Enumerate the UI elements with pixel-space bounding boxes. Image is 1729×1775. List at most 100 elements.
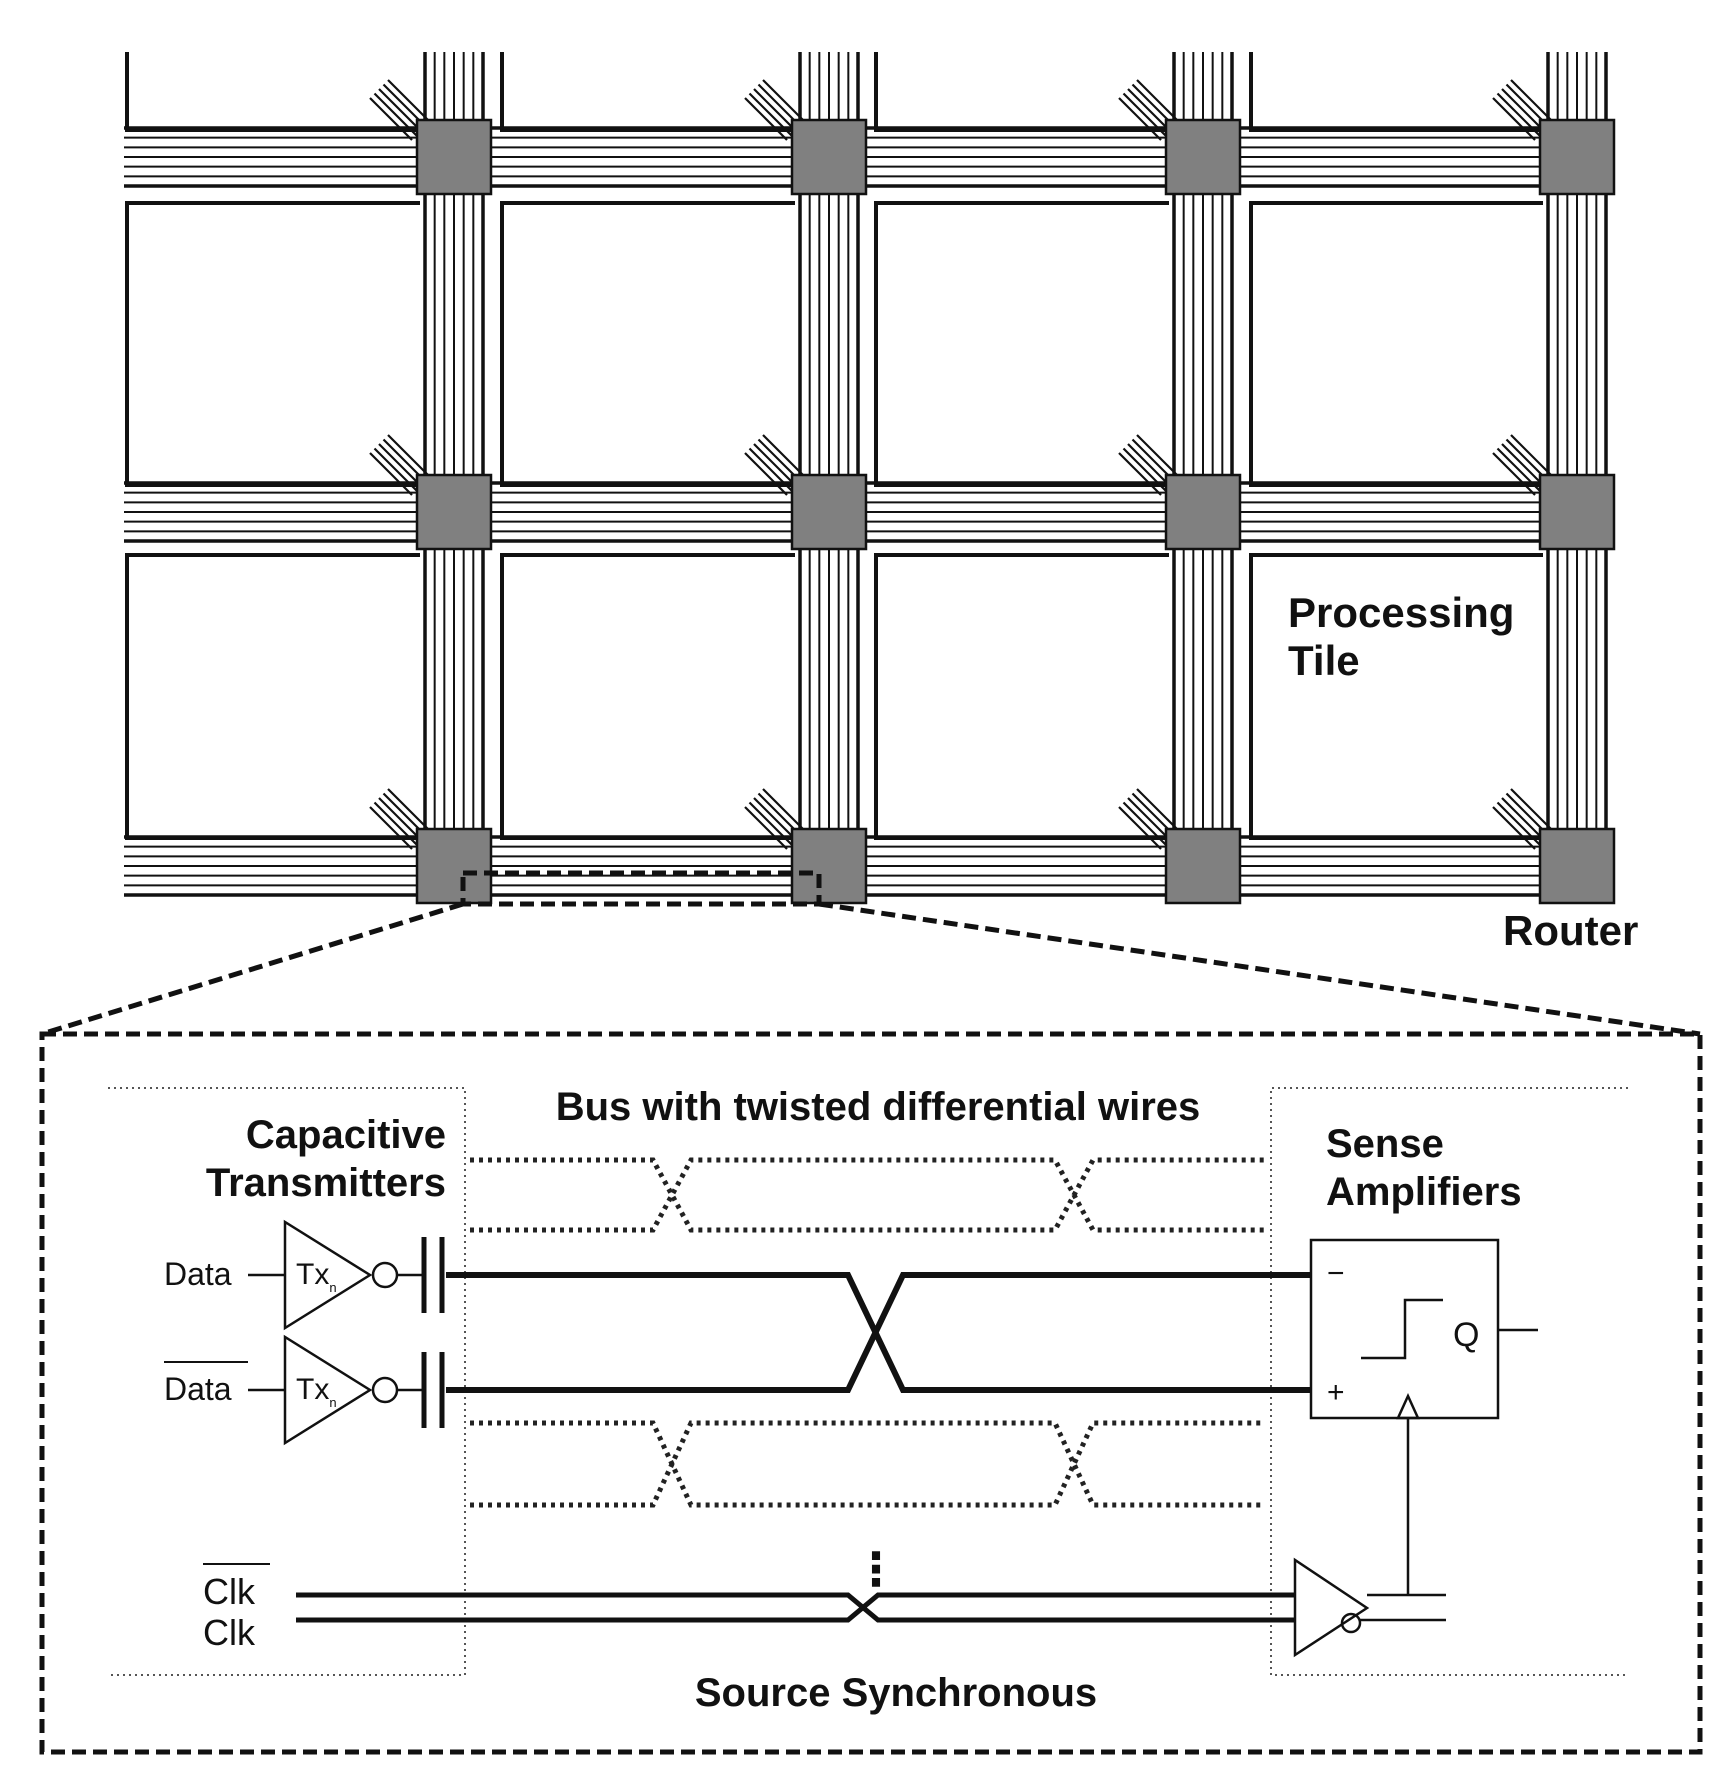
- mesh-network: [124, 52, 1616, 905]
- router-r2-c0: [415, 827, 493, 905]
- tile-r1-c2: [874, 201, 1175, 487]
- local-link-r0-c3-1: [1496, 92, 1541, 137]
- capacitive-transmitters-label-line1: Capacitive: [246, 1113, 446, 1157]
- router-r0-c1: [790, 118, 868, 196]
- transmitter-region: [108, 1087, 466, 1676]
- local-link-r1-c2-1: [1122, 447, 1167, 492]
- tile-r1-c1: [500, 201, 801, 487]
- local-link-r0-c2-4: [1136, 79, 1180, 123]
- local-link-r2-c1-0: [744, 806, 788, 850]
- router-r1-c0: [415, 473, 493, 551]
- sense-amplifiers-label-line1: Sense: [1326, 1122, 1444, 1166]
- local-link-r1-c2-4: [1136, 434, 1180, 478]
- sense-minus: −: [1327, 1257, 1345, 1290]
- local-link-r2-c2-1: [1122, 801, 1167, 846]
- local-link-r1-c1-2: [753, 443, 797, 487]
- tile-r1-c0: [125, 201, 426, 487]
- local-link-r0-c1-2: [753, 88, 797, 132]
- tx-label-data-bar: Txn: [296, 1373, 337, 1410]
- local-link-r2-c2-2: [1127, 797, 1171, 841]
- local-link-r2-c2-4: [1136, 788, 1180, 832]
- router-label: Router: [1503, 907, 1638, 954]
- data-input-label: Data: [164, 1256, 232, 1292]
- local-link-r0-c1-4: [762, 79, 806, 123]
- clk-bar-label: Clk: [203, 1571, 256, 1612]
- source-synchronous-label: Source Synchronous: [695, 1671, 1097, 1715]
- local-link-r1-c2-2: [1127, 443, 1171, 487]
- local-link-r1-c0-0: [369, 452, 413, 496]
- local-link-r2-c1-1: [748, 801, 793, 846]
- vertical-buses: [420, 52, 1611, 902]
- local-link-r2-c3-2: [1501, 797, 1545, 841]
- router-r0-c0: [415, 118, 493, 196]
- processing-tile-label-line1: Processing: [1288, 589, 1514, 636]
- local-link-r0-c3-0: [1492, 97, 1536, 141]
- more-pairs-ellipsis: ⋮: [853, 1543, 899, 1595]
- local-link-r2-c1-4: [762, 788, 806, 832]
- router-local-links: [369, 79, 1554, 850]
- transmitter-data: [248, 1219, 445, 1331]
- local-link-r1-c0-1: [373, 447, 418, 492]
- local-link-r2-c1-2: [753, 797, 797, 841]
- local-link-r0-c3-2: [1501, 88, 1545, 132]
- local-link-r0-c2-2: [1127, 88, 1171, 132]
- router-r2-c2: [1164, 827, 1242, 905]
- local-link-r0-c0-1: [373, 92, 418, 137]
- local-link-r1-c0-2: [378, 443, 422, 487]
- local-link-r1-c3-4: [1510, 434, 1554, 478]
- local-link-r1-c3-1: [1496, 447, 1541, 492]
- router-r2-c3: [1538, 827, 1616, 905]
- sense-amplifiers-label-line2: Amplifiers: [1326, 1170, 1522, 1214]
- clock-pair: [296, 1592, 1295, 1623]
- tile-r2-c0: [125, 553, 426, 840]
- local-link-r1-c1-4: [762, 434, 806, 478]
- local-link-r2-c3-0: [1492, 806, 1536, 850]
- sense-plus: +: [1327, 1376, 1345, 1409]
- output-q-label: Q: [1453, 1316, 1479, 1354]
- local-link-r2-c3-1: [1496, 801, 1541, 846]
- processing-tile-label-line2: Tile: [1288, 637, 1360, 684]
- twisted-pair-dotted-lower: [470, 1420, 1265, 1508]
- local-link-r2-c0-4: [387, 788, 431, 832]
- bus-label: Bus with twisted differential wires: [556, 1085, 1201, 1129]
- local-link-r2-c3-4: [1510, 788, 1554, 832]
- local-link-r1-c0-4: [387, 434, 431, 478]
- local-link-r0-c0-2: [378, 88, 422, 132]
- zoom-line-right: [818, 901, 1701, 1037]
- twisted-pair-dotted-upper: [470, 1157, 1265, 1233]
- local-link-r1-c3-2: [1501, 443, 1545, 487]
- local-link-r0-c1-1: [748, 92, 793, 137]
- router-r1-c3: [1538, 473, 1616, 551]
- local-link-r0-c2-1: [1122, 92, 1167, 137]
- sense-amplifier: [1309, 1238, 1538, 1420]
- data-bar-input-label: Data: [164, 1371, 232, 1407]
- router-r0-c2: [1164, 118, 1242, 196]
- router-r1-c2: [1164, 473, 1242, 551]
- receiver-region: [1270, 1087, 1628, 1676]
- tile-r1-c3: [1249, 201, 1550, 487]
- transmitter-data-bar: [248, 1334, 445, 1446]
- local-link-r1-c1-1: [748, 447, 793, 492]
- local-link-r2-c2-0: [1118, 806, 1162, 850]
- tile-r2-c2: [874, 553, 1175, 840]
- link-detail-panel: ⋮ Data Data Txn Txn: [39, 1031, 1703, 1755]
- local-link-r2-c0-2: [378, 797, 422, 841]
- routers: [415, 118, 1616, 905]
- zoom-region-marker: [460, 870, 822, 907]
- zoom-line-left: [41, 901, 464, 1037]
- router-r2-c1: [790, 827, 868, 905]
- tile-r2-c1: [500, 553, 801, 840]
- local-link-r2-c0-0: [369, 806, 413, 850]
- local-link-r0-c3-4: [1510, 79, 1554, 123]
- horizontal-buses: [124, 126, 1614, 897]
- clock-receiver: [1293, 1418, 1446, 1658]
- local-link-r1-c3-0: [1492, 452, 1536, 496]
- twisted-pair-data: [446, 1272, 1311, 1393]
- local-link-r0-c1-0: [744, 97, 788, 141]
- clk-label: Clk: [203, 1612, 256, 1653]
- capacitive-transmitters-label-line2: Transmitters: [206, 1161, 446, 1205]
- local-link-r2-c0-1: [373, 801, 418, 846]
- router-r0-c3: [1538, 118, 1616, 196]
- detail-border: [39, 1031, 1703, 1755]
